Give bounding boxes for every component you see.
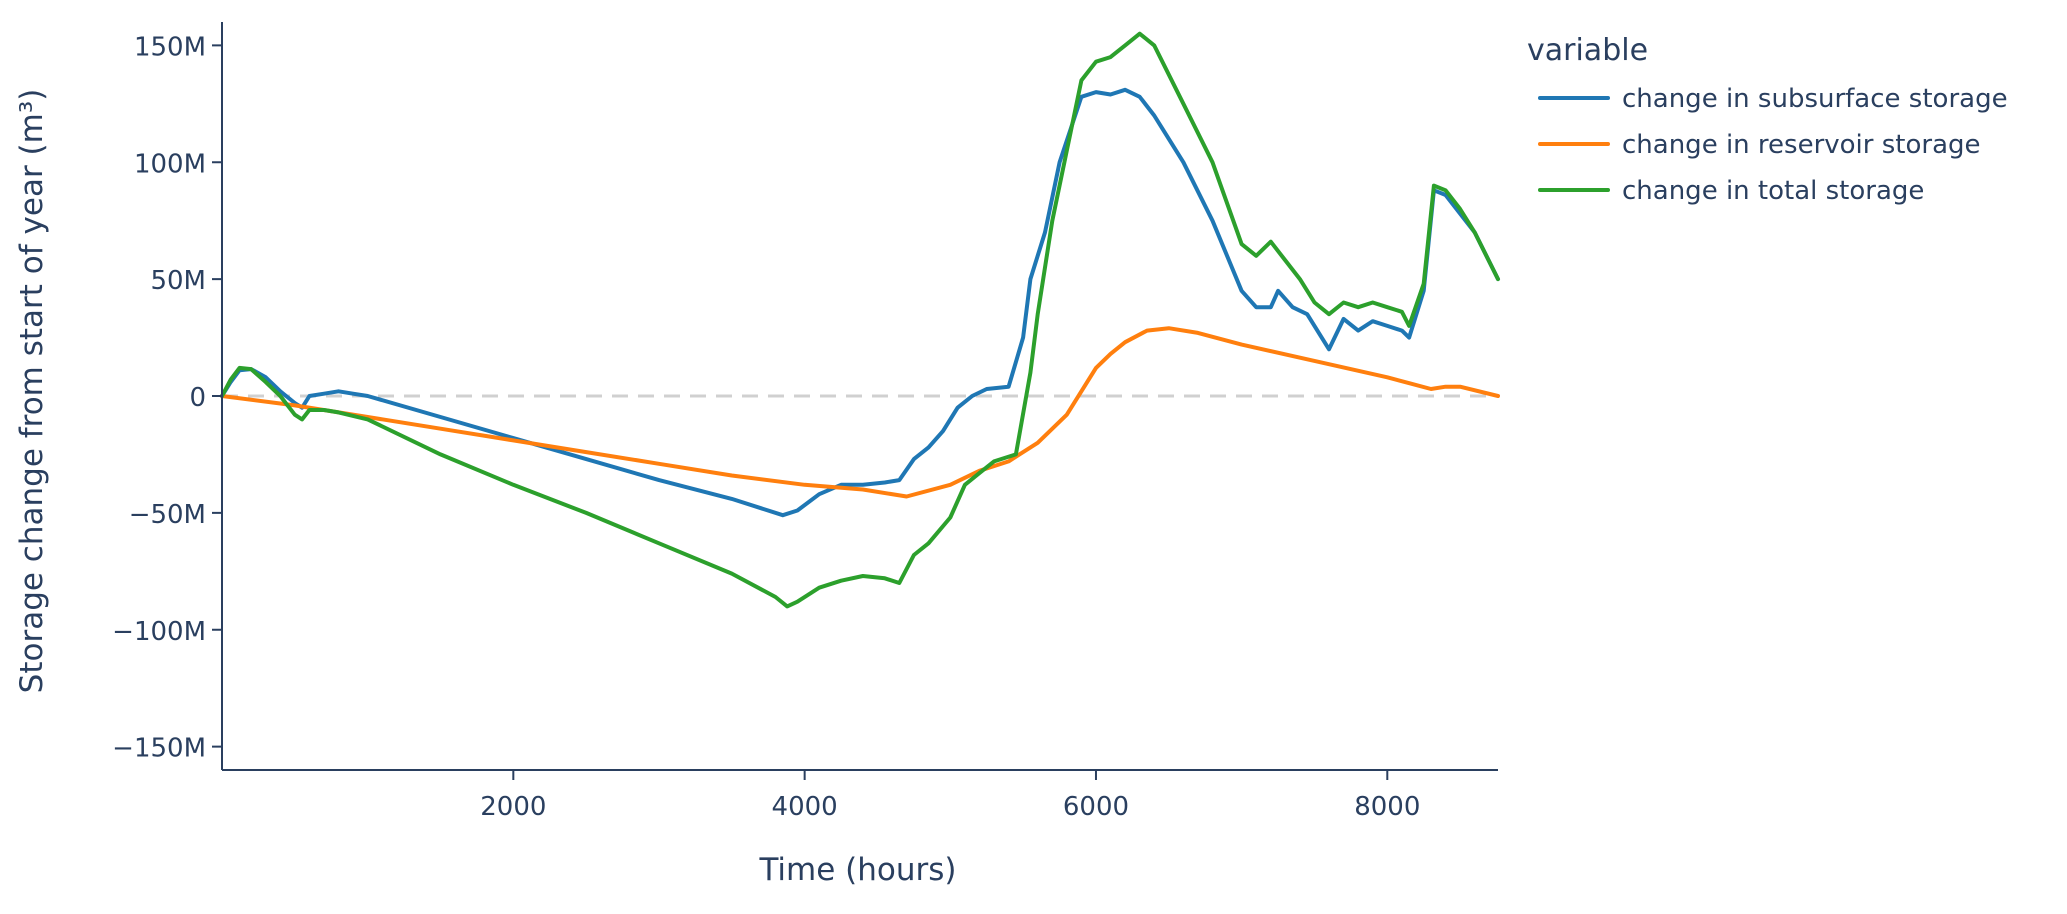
legend-title: variable (1527, 33, 1648, 68)
y-tick-label: 50M (150, 266, 206, 296)
y-tick-label: −150M (112, 734, 206, 764)
series-line-0 (220, 87, 1500, 518)
x-tick-label: 8000 (1354, 792, 1420, 822)
y-tick-label: 0 (189, 383, 206, 413)
legend: variable change in subsurface storage cha… (1527, 33, 2008, 206)
y-tick-label: −100M (112, 617, 206, 647)
series-line-2 (220, 31, 1500, 609)
x-tick-label: 4000 (772, 792, 838, 822)
y-tick-label: −50M (129, 500, 206, 530)
y-tick-label: 100M (134, 149, 206, 179)
series-line-1 (220, 326, 1500, 499)
legend-label: change in reservoir storage (1622, 130, 1981, 160)
x-tick-label: 2000 (480, 792, 546, 822)
y-tick-label: 150M (134, 32, 206, 62)
x-axis-label: Time (hours) (758, 852, 956, 888)
x-tick-label: 6000 (1063, 792, 1129, 822)
legend-label: change in total storage (1622, 176, 1924, 206)
legend-label: change in subsurface storage (1622, 84, 2008, 114)
y-axis-label: Storage change from start of year (m³) (14, 89, 50, 694)
